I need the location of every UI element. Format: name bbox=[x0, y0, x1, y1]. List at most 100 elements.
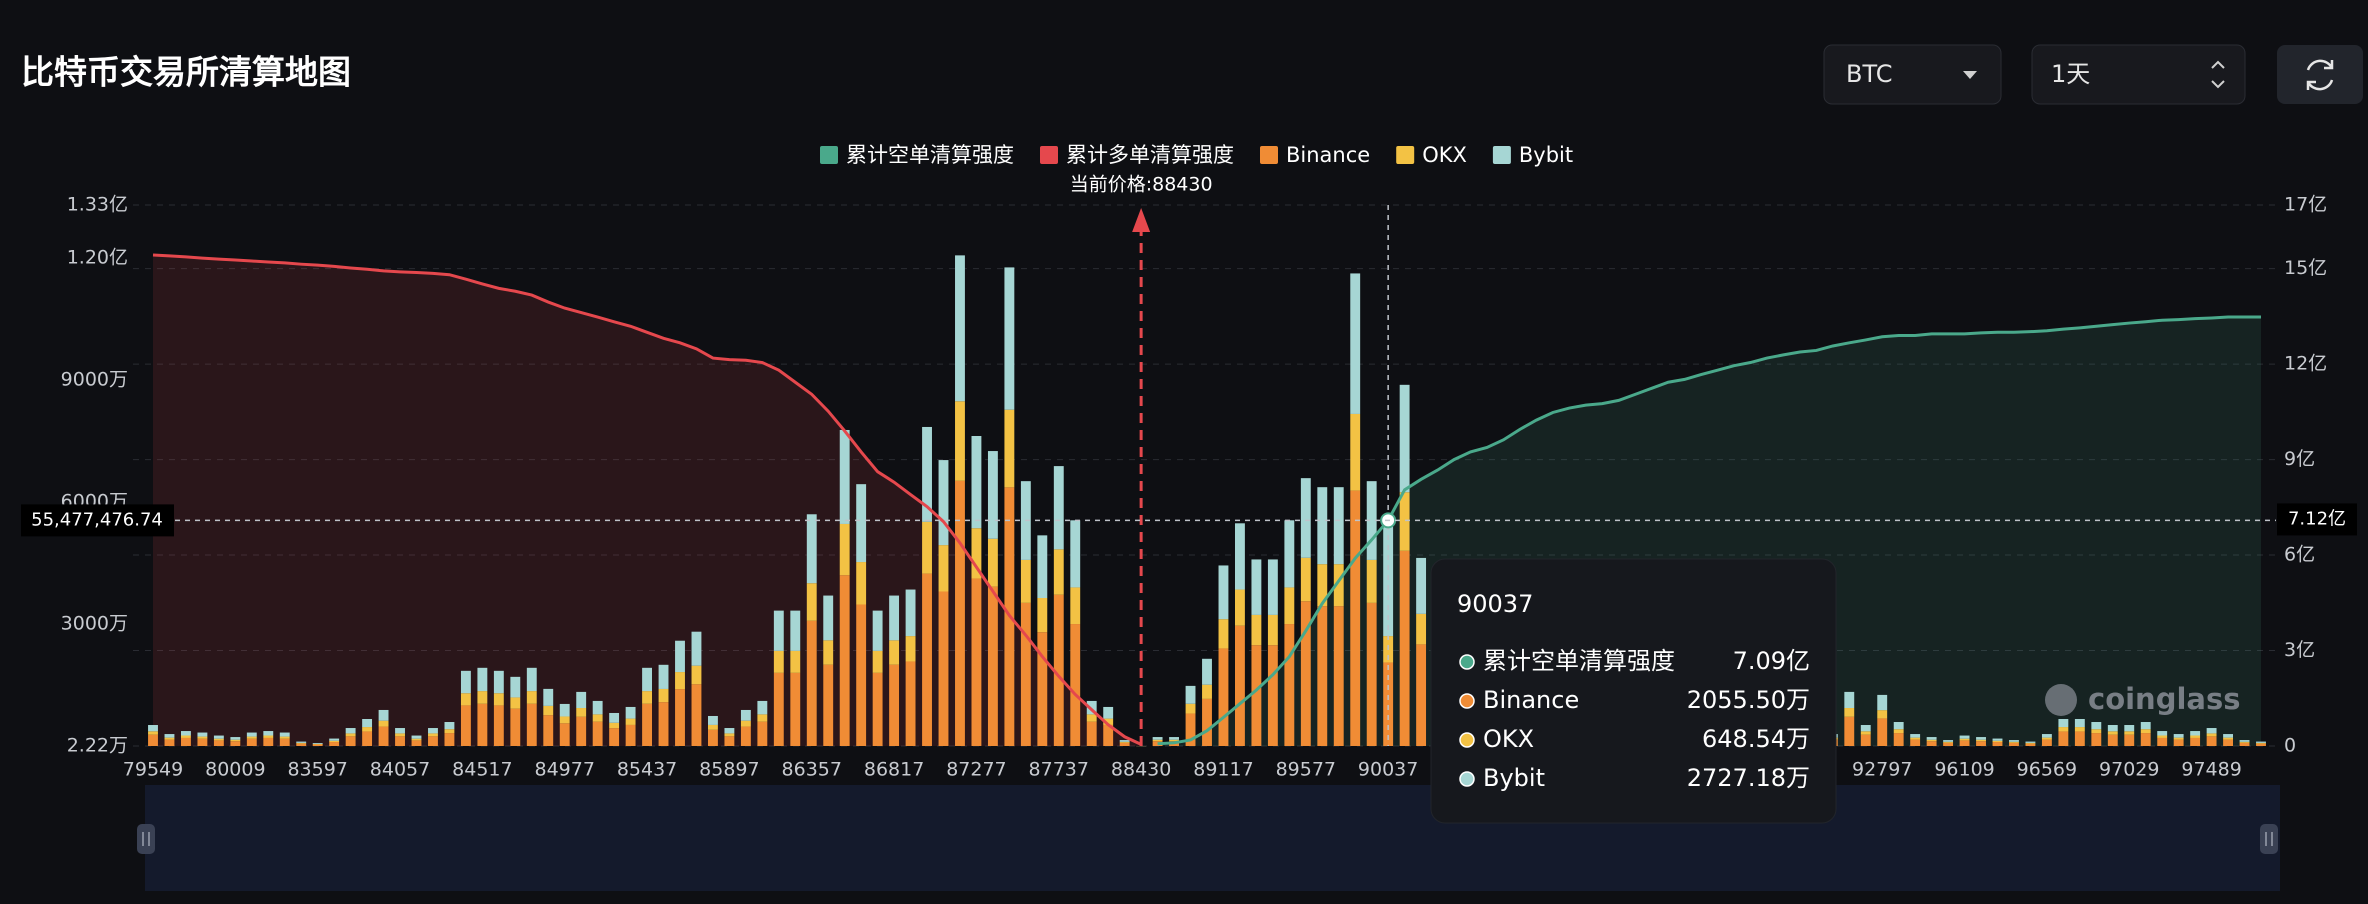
bar-segment bbox=[411, 735, 422, 739]
bar-segment bbox=[691, 665, 702, 685]
bar-segment bbox=[576, 708, 587, 717]
crosshair-label-box bbox=[2277, 503, 2357, 536]
bar-segment bbox=[1926, 741, 1937, 746]
bar-segment bbox=[296, 741, 307, 743]
bar-segment bbox=[1119, 742, 1130, 746]
x-tick-label: 85437 bbox=[617, 759, 677, 781]
bar-segment bbox=[872, 650, 883, 673]
bar-segment bbox=[2173, 734, 2184, 738]
bar-segment bbox=[329, 742, 340, 746]
bar-segment bbox=[642, 667, 653, 692]
crosshair-y2-label: 7.12亿 bbox=[2288, 508, 2346, 529]
y-tick-label: 2.22万 bbox=[67, 735, 128, 757]
bar-segment bbox=[905, 661, 916, 746]
bar-segment bbox=[279, 738, 290, 746]
bar-segment bbox=[1070, 587, 1081, 625]
bar-segment bbox=[1399, 492, 1410, 551]
bar-segment bbox=[1037, 598, 1048, 633]
button-box[interactable] bbox=[2277, 45, 2363, 104]
bar-segment bbox=[148, 725, 158, 732]
bar-segment bbox=[296, 743, 307, 746]
bar-segment bbox=[1877, 694, 1888, 711]
slider-handle[interactable] bbox=[137, 824, 155, 854]
legend-swatch bbox=[1260, 146, 1278, 164]
bar-segment bbox=[1070, 624, 1081, 746]
bar-segment bbox=[1251, 645, 1262, 746]
bar-segment bbox=[856, 604, 867, 746]
bar-segment bbox=[1959, 735, 1970, 739]
select-value[interactable]: BTC bbox=[1846, 60, 1892, 88]
slider-track[interactable] bbox=[145, 785, 2280, 891]
bar-segment bbox=[180, 731, 191, 736]
bar-segment bbox=[1267, 645, 1278, 746]
bar-segment bbox=[823, 595, 834, 641]
bar-segment bbox=[460, 670, 471, 694]
watermark-icon bbox=[2045, 684, 2077, 716]
bar-segment bbox=[1416, 613, 1427, 645]
refresh-button[interactable] bbox=[2277, 45, 2363, 104]
chevrons bbox=[2211, 60, 2225, 89]
bar-segment bbox=[757, 700, 768, 715]
interval-select[interactable]: 1天 bbox=[2031, 44, 2246, 105]
bar-segment bbox=[2025, 742, 2036, 744]
bar-segment bbox=[428, 728, 438, 734]
bar-segment bbox=[691, 631, 702, 666]
bar-segment bbox=[773, 650, 784, 673]
x-tick-label: 88430 bbox=[1111, 759, 1171, 781]
x-tick-label: 84057 bbox=[370, 759, 430, 781]
bar-segment bbox=[559, 716, 570, 724]
bar-segment bbox=[675, 672, 685, 690]
bar-segment bbox=[411, 740, 422, 746]
bar-segment bbox=[609, 722, 620, 729]
select-box[interactable] bbox=[2031, 44, 2246, 105]
select-box[interactable] bbox=[1823, 44, 2002, 105]
x-tick-label: 84517 bbox=[452, 759, 512, 781]
legend-label: Bybit bbox=[1519, 143, 1573, 167]
bar-segment bbox=[1317, 606, 1328, 746]
bar-segment bbox=[1860, 731, 1871, 735]
bar-segment bbox=[658, 702, 669, 746]
bar-segment bbox=[707, 715, 718, 725]
legend-label: 累计空单清算强度 bbox=[846, 143, 1014, 167]
bar-segment bbox=[922, 573, 932, 746]
range-slider[interactable] bbox=[137, 785, 2280, 891]
bar-segment bbox=[1169, 739, 1180, 742]
bar-segment bbox=[707, 729, 718, 746]
bar-segment bbox=[1086, 721, 1097, 746]
current-price-arrow bbox=[1132, 208, 1151, 232]
bar-segment bbox=[1333, 606, 1344, 746]
bar-segment bbox=[1284, 587, 1295, 625]
bar-segment bbox=[806, 620, 817, 746]
bar-segment bbox=[1004, 409, 1015, 488]
select-value[interactable]: 1天 bbox=[2051, 60, 2090, 88]
tooltip-dot bbox=[1459, 771, 1475, 787]
bar-segment bbox=[1119, 741, 1130, 743]
bar-segment bbox=[444, 733, 455, 746]
x-tick-label: 86817 bbox=[864, 759, 924, 781]
bar-segment bbox=[724, 728, 735, 734]
bar-segment bbox=[395, 728, 405, 734]
tooltip-row-value: 7.09亿 bbox=[1733, 647, 1810, 675]
bar-segment bbox=[1234, 523, 1245, 590]
bar-segment bbox=[955, 480, 965, 746]
symbol-select[interactable]: BTC bbox=[1823, 44, 2002, 105]
bar-segment bbox=[510, 697, 521, 709]
legend-swatch bbox=[820, 146, 838, 164]
bar-segment bbox=[658, 688, 669, 703]
slider-handle[interactable] bbox=[2260, 824, 2278, 854]
bar-segment bbox=[1218, 619, 1229, 649]
caret bbox=[1963, 71, 1977, 79]
bar-segment bbox=[872, 672, 883, 746]
legend-label: Binance bbox=[1286, 143, 1370, 167]
bar-segment bbox=[642, 691, 653, 704]
bar-segment bbox=[1333, 564, 1344, 607]
bar-segment bbox=[2091, 722, 2102, 730]
bar-segment bbox=[2239, 740, 2250, 742]
bar-segment bbox=[2239, 741, 2250, 743]
bar-segment bbox=[1350, 490, 1361, 746]
bar-segment bbox=[559, 723, 570, 746]
bar-segment bbox=[312, 743, 323, 744]
bar-segment bbox=[1234, 625, 1245, 746]
bar-segment bbox=[510, 676, 521, 698]
